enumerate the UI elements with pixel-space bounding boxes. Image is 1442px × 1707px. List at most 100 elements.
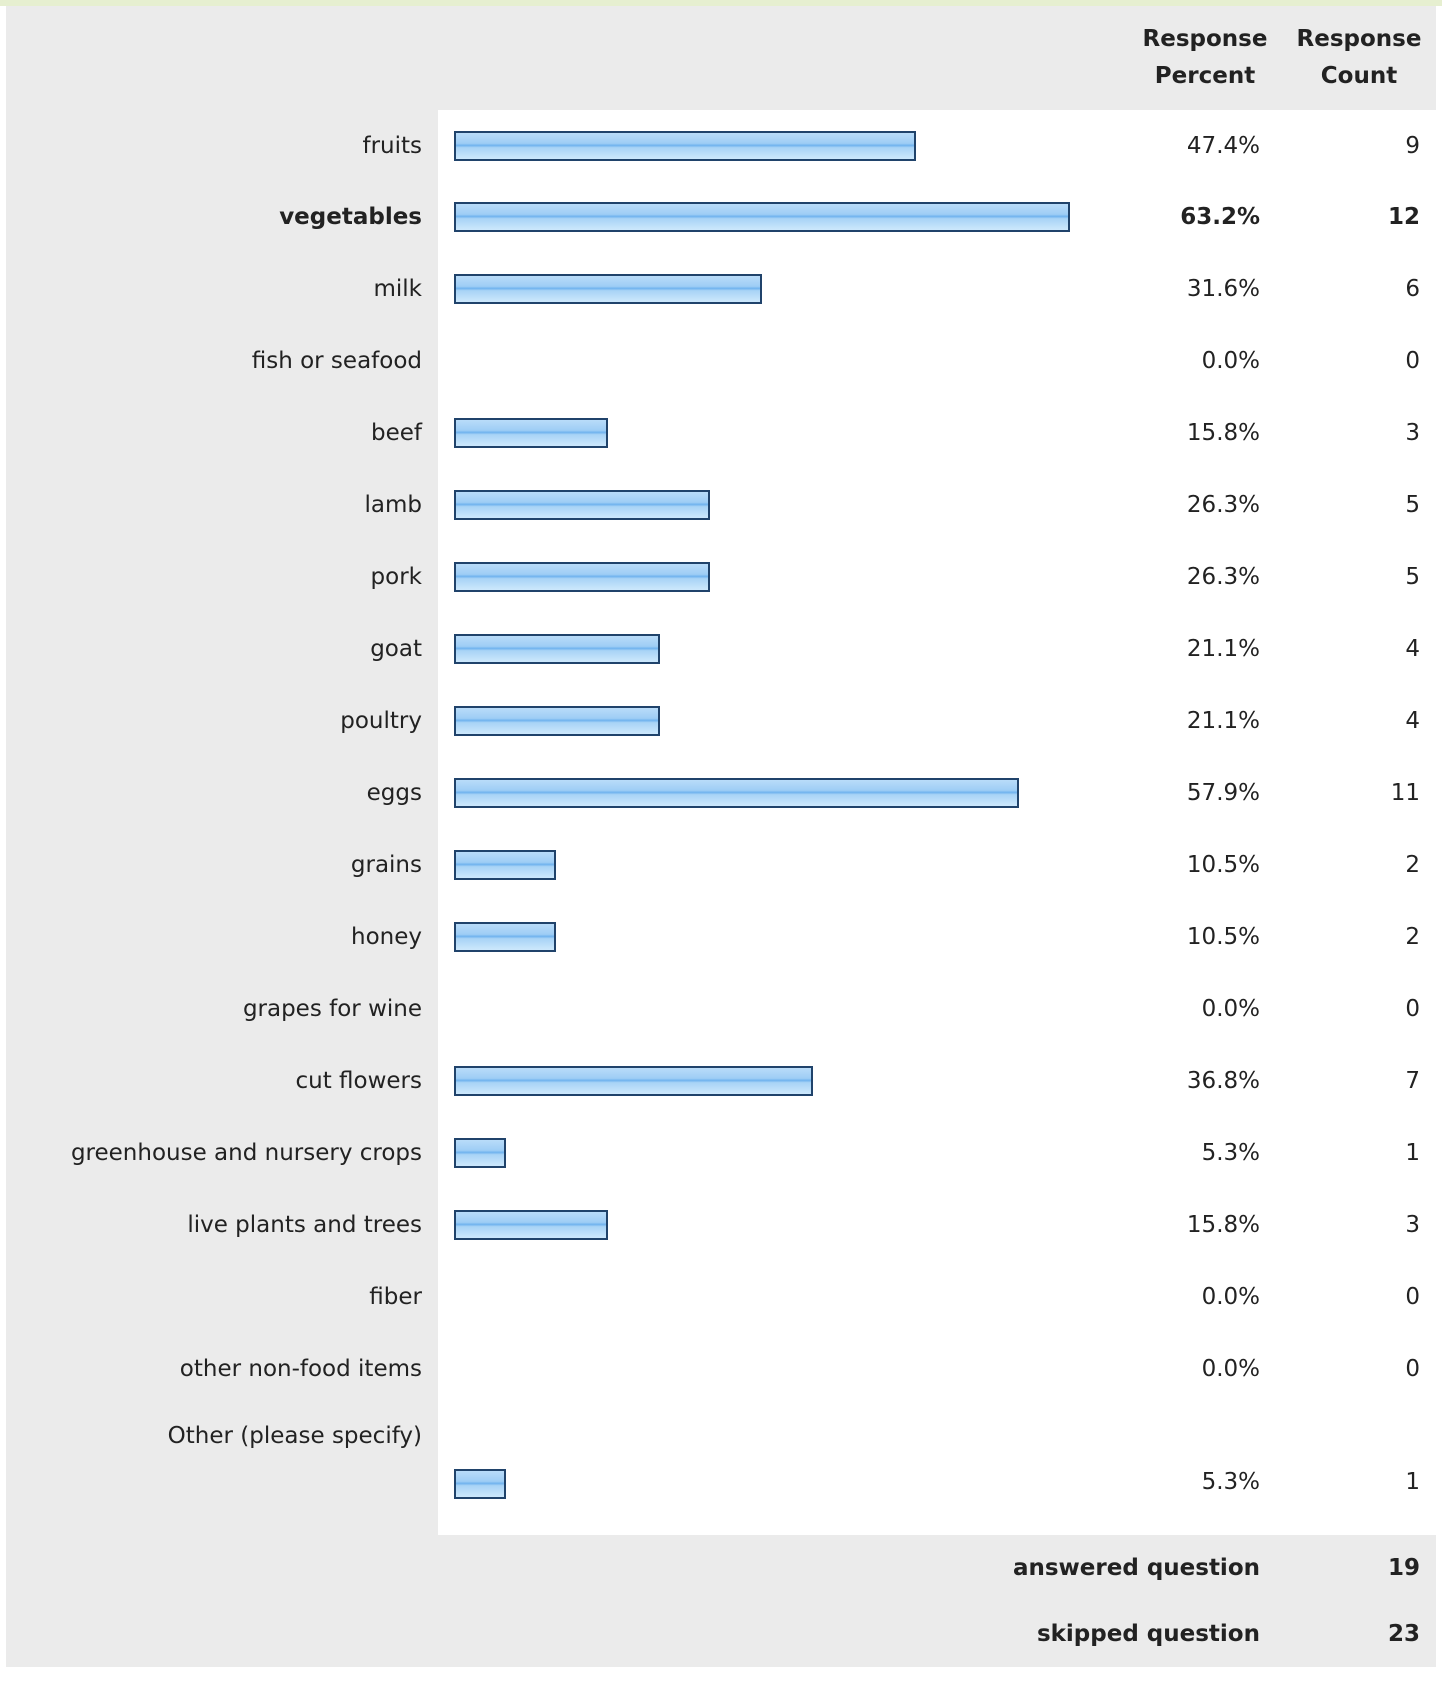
response-count-value: 9 <box>1282 110 1436 181</box>
response-percent-value: 36.8% <box>1128 1045 1282 1117</box>
bar-cell <box>438 901 1128 973</box>
response-count-value: 4 <box>1282 613 1436 685</box>
category-label: live plants and trees <box>6 1189 438 1261</box>
bar-cell <box>438 325 1128 397</box>
response-percent-value: 21.1% <box>1128 613 1282 685</box>
bar-cell <box>438 829 1128 901</box>
bar-track <box>454 418 1128 448</box>
response-percent-value: 31.6% <box>1128 253 1282 325</box>
response-count-header: Response Count <box>1282 6 1436 110</box>
response-count-value: 2 <box>1282 901 1436 973</box>
response-count-value: 7 <box>1282 1045 1436 1117</box>
bar-mark <box>454 1066 813 1096</box>
bar-track <box>454 1138 1128 1168</box>
bar-track <box>454 490 1128 520</box>
response-count-value: 0 <box>1282 973 1436 1045</box>
response-percent-value: 26.3% <box>1128 469 1282 541</box>
bar-cell <box>438 757 1128 829</box>
skipped-question-value: 23 <box>1282 1601 1436 1667</box>
bar-cell <box>438 541 1128 613</box>
table-row: poultry 21.1% 4 <box>6 685 1436 757</box>
category-label: greenhouse and nursery crops <box>6 1117 438 1189</box>
response-percent-value: 5.3% <box>1128 1405 1282 1535</box>
bar-track <box>454 1282 1128 1312</box>
category-label: eggs <box>6 757 438 829</box>
answered-question-row: answered question 19 <box>6 1535 1436 1601</box>
bar-cell <box>438 1333 1128 1405</box>
bar-cell <box>438 397 1128 469</box>
bar-track <box>454 274 1128 304</box>
response-percent-value: 57.9% <box>1128 757 1282 829</box>
response-count-value: 4 <box>1282 685 1436 757</box>
bar-mark <box>454 274 762 304</box>
skipped-label-spacer <box>6 1601 438 1667</box>
category-label: Other (please specify) <box>6 1405 438 1535</box>
bar-mark <box>454 562 710 592</box>
response-percent-value: 63.2% <box>1128 181 1282 253</box>
response-count-value: 0 <box>1282 1261 1436 1333</box>
category-label: goat <box>6 613 438 685</box>
bar-cell <box>438 181 1128 253</box>
bar-mark <box>454 706 660 736</box>
data-body: fruits 47.4% 9 vegetables 63.2% 12 milk 31.6% 6 f… <box>6 110 1436 1535</box>
response-percent-value: 10.5% <box>1128 901 1282 973</box>
bar-mark <box>454 1469 506 1499</box>
response-count-value: 1 <box>1282 1405 1436 1535</box>
bar-mark <box>454 1138 506 1168</box>
response-percent-value: 5.3% <box>1128 1117 1282 1189</box>
category-label: milk <box>6 253 438 325</box>
bar-mark <box>454 418 608 448</box>
bar-track <box>454 778 1128 808</box>
bar-cell <box>438 1189 1128 1261</box>
table-row: live plants and trees 15.8% 3 <box>6 1189 1436 1261</box>
response-count-header-line1: Response <box>1296 26 1422 52</box>
response-count-header-line2: Count <box>1320 63 1398 89</box>
bar-cell <box>438 469 1128 541</box>
answered-label-spacer <box>6 1535 438 1601</box>
bar-track <box>454 202 1128 232</box>
response-percent-value: 10.5% <box>1128 829 1282 901</box>
table-row: Other (please specify) 5.3% 1 <box>6 1405 1436 1535</box>
table-row: milk 31.6% 6 <box>6 253 1436 325</box>
table-row: pork 26.3% 5 <box>6 541 1436 613</box>
response-percent-value: 0.0% <box>1128 325 1282 397</box>
bar-cell <box>438 1045 1128 1117</box>
category-label: fiber <box>6 1261 438 1333</box>
table-row: goat 21.1% 4 <box>6 613 1436 685</box>
bar-track <box>454 562 1128 592</box>
response-percent-value: 15.8% <box>1128 397 1282 469</box>
bar-track <box>454 706 1128 736</box>
bar-cell <box>438 110 1128 181</box>
response-count-value: 0 <box>1282 1333 1436 1405</box>
response-percent-header-line1: Response <box>1142 26 1268 52</box>
bar-track <box>454 1210 1128 1240</box>
category-label: honey <box>6 901 438 973</box>
table-row: other non-food items 0.0% 0 <box>6 1333 1436 1405</box>
bar-cell <box>438 685 1128 757</box>
bar-cell <box>438 253 1128 325</box>
response-percent-value: 0.0% <box>1128 973 1282 1045</box>
table-row: eggs 57.9% 11 <box>6 757 1436 829</box>
response-percent-value: 21.1% <box>1128 685 1282 757</box>
response-count-value: 3 <box>1282 1189 1436 1261</box>
category-label: other non-food items <box>6 1333 438 1405</box>
response-count-value: 5 <box>1282 541 1436 613</box>
category-label: vegetables <box>6 181 438 253</box>
answered-question-value: 19 <box>1282 1535 1436 1601</box>
bar-track <box>454 346 1128 376</box>
bar-track <box>454 1354 1128 1384</box>
response-count-value: 6 <box>1282 253 1436 325</box>
bar-track <box>454 922 1128 952</box>
bar-cell <box>438 613 1128 685</box>
bar-track <box>454 1469 1128 1499</box>
skipped-question-label: skipped question <box>438 1601 1282 1667</box>
response-count-value: 5 <box>1282 469 1436 541</box>
table-row: fish or seafood 0.0% 0 <box>6 325 1436 397</box>
response-percent-header: Response Percent <box>1128 6 1282 110</box>
table-row: honey 10.5% 2 <box>6 901 1436 973</box>
table-row: vegetables 63.2% 12 <box>6 181 1436 253</box>
response-percent-value: 47.4% <box>1128 110 1282 181</box>
bar-track <box>454 1066 1128 1096</box>
response-count-value: 12 <box>1282 181 1436 253</box>
header-row: Response Percent Response Count <box>6 6 1436 110</box>
